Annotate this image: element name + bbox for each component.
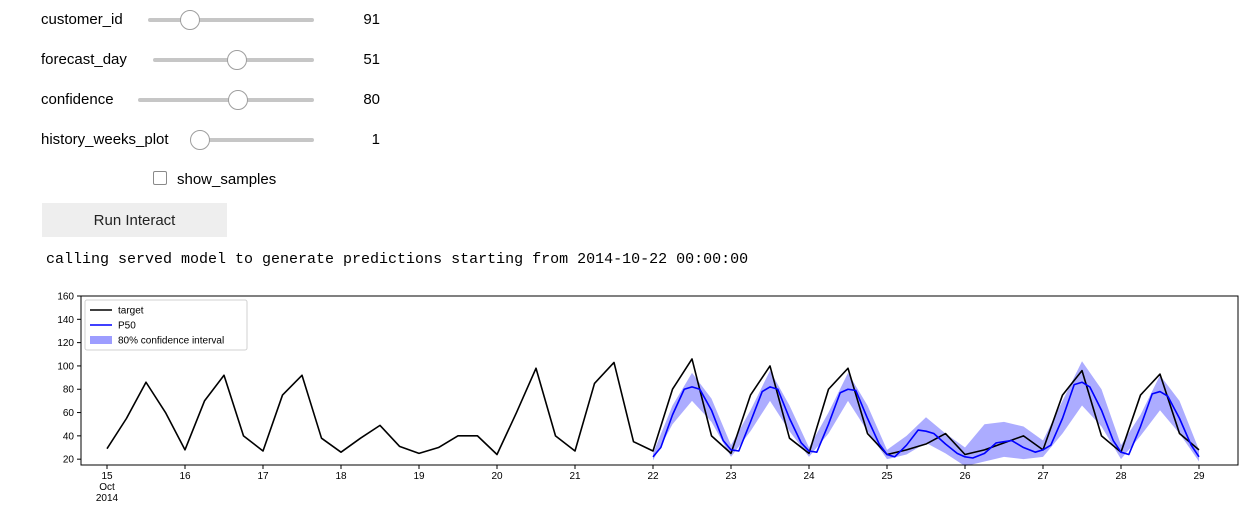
legend-label: target (118, 306, 144, 317)
history-weeks-plot-value: 1 (371, 131, 380, 148)
legend-swatch-patch (90, 336, 112, 344)
y-tick-label: 120 (57, 338, 74, 349)
x-tick-year-label: 2014 (96, 493, 119, 504)
x-tick-label: 21 (569, 471, 581, 482)
customer-id-slider-handle[interactable] (179, 10, 200, 30)
x-tick-month-label: Oct (99, 482, 115, 493)
confidence-label: confidence (41, 91, 114, 108)
history-weeks-plot-control: history_weeks_plot 1 (0, 124, 420, 156)
legend-label: P50 (118, 321, 136, 332)
x-tick-label: 24 (803, 471, 815, 482)
forecast-day-control: forecast_day 51 (0, 44, 420, 76)
x-tick-label: 20 (491, 471, 503, 482)
customer-id-label: customer_id (41, 11, 123, 28)
history-weeks-plot-label: history_weeks_plot (41, 131, 169, 148)
x-tick-label: 26 (959, 471, 971, 482)
y-tick-label: 40 (63, 431, 75, 442)
customer-id-value: 91 (363, 11, 380, 28)
x-tick-label: 27 (1037, 471, 1049, 482)
legend-box (84, 299, 248, 351)
customer-id-slider[interactable] (148, 10, 314, 30)
x-tick-label: 23 (725, 471, 737, 482)
x-tick-label: 29 (1193, 471, 1205, 482)
series-line-target (106, 358, 1200, 456)
customer-id-control: customer_id 91 (0, 4, 420, 36)
show-samples-label: show_samples (177, 171, 277, 188)
forecast-day-slider-handle[interactable] (226, 50, 247, 70)
chart-legend: target P50 80% confidence interval (84, 299, 248, 351)
x-tick-label: 18 (335, 471, 347, 482)
confidence-slider-handle[interactable] (228, 90, 249, 110)
forecast-day-label: forecast_day (41, 51, 127, 68)
confidence-slider[interactable] (138, 90, 314, 110)
x-tick-label: 16 (179, 471, 191, 482)
y-tick-label: 20 (63, 455, 75, 466)
y-tick-label: 100 (57, 361, 74, 372)
series-lines-layer (106, 358, 1200, 459)
y-axis: 20 40 60 80 100 120 140 160 (57, 292, 81, 466)
confidence-band-layer (653, 361, 1199, 467)
history-weeks-plot-slider[interactable] (190, 130, 314, 150)
y-tick-label: 140 (57, 315, 74, 326)
x-tick-label: 28 (1115, 471, 1127, 482)
series-line-p50 (652, 381, 1200, 459)
confidence-value: 80 (363, 91, 380, 108)
x-tick-label: 19 (413, 471, 425, 482)
forecast-day-value: 51 (363, 51, 380, 68)
y-tick-label: 60 (63, 408, 75, 419)
legend-label: 80% confidence interval (118, 336, 224, 347)
plot-frame (80, 295, 1239, 466)
confidence-control: confidence 80 (0, 84, 420, 116)
y-tick-label: 80 (63, 385, 75, 396)
x-tick-label: 17 (257, 471, 269, 482)
history-weeks-plot-slider-handle[interactable] (190, 130, 210, 150)
show-samples-checkbox[interactable] (153, 171, 167, 185)
x-tick-label: 22 (647, 471, 659, 482)
y-tick-label: 160 (57, 292, 74, 303)
forecast-day-slider[interactable] (153, 50, 314, 70)
x-tick-label: 15 (101, 471, 113, 482)
output-text: calling served model to generate predict… (46, 251, 749, 268)
x-tick-label: 25 (881, 471, 893, 482)
run-interact-button[interactable]: Run Interact (42, 203, 227, 237)
confidence-interval-band (653, 361, 1199, 467)
